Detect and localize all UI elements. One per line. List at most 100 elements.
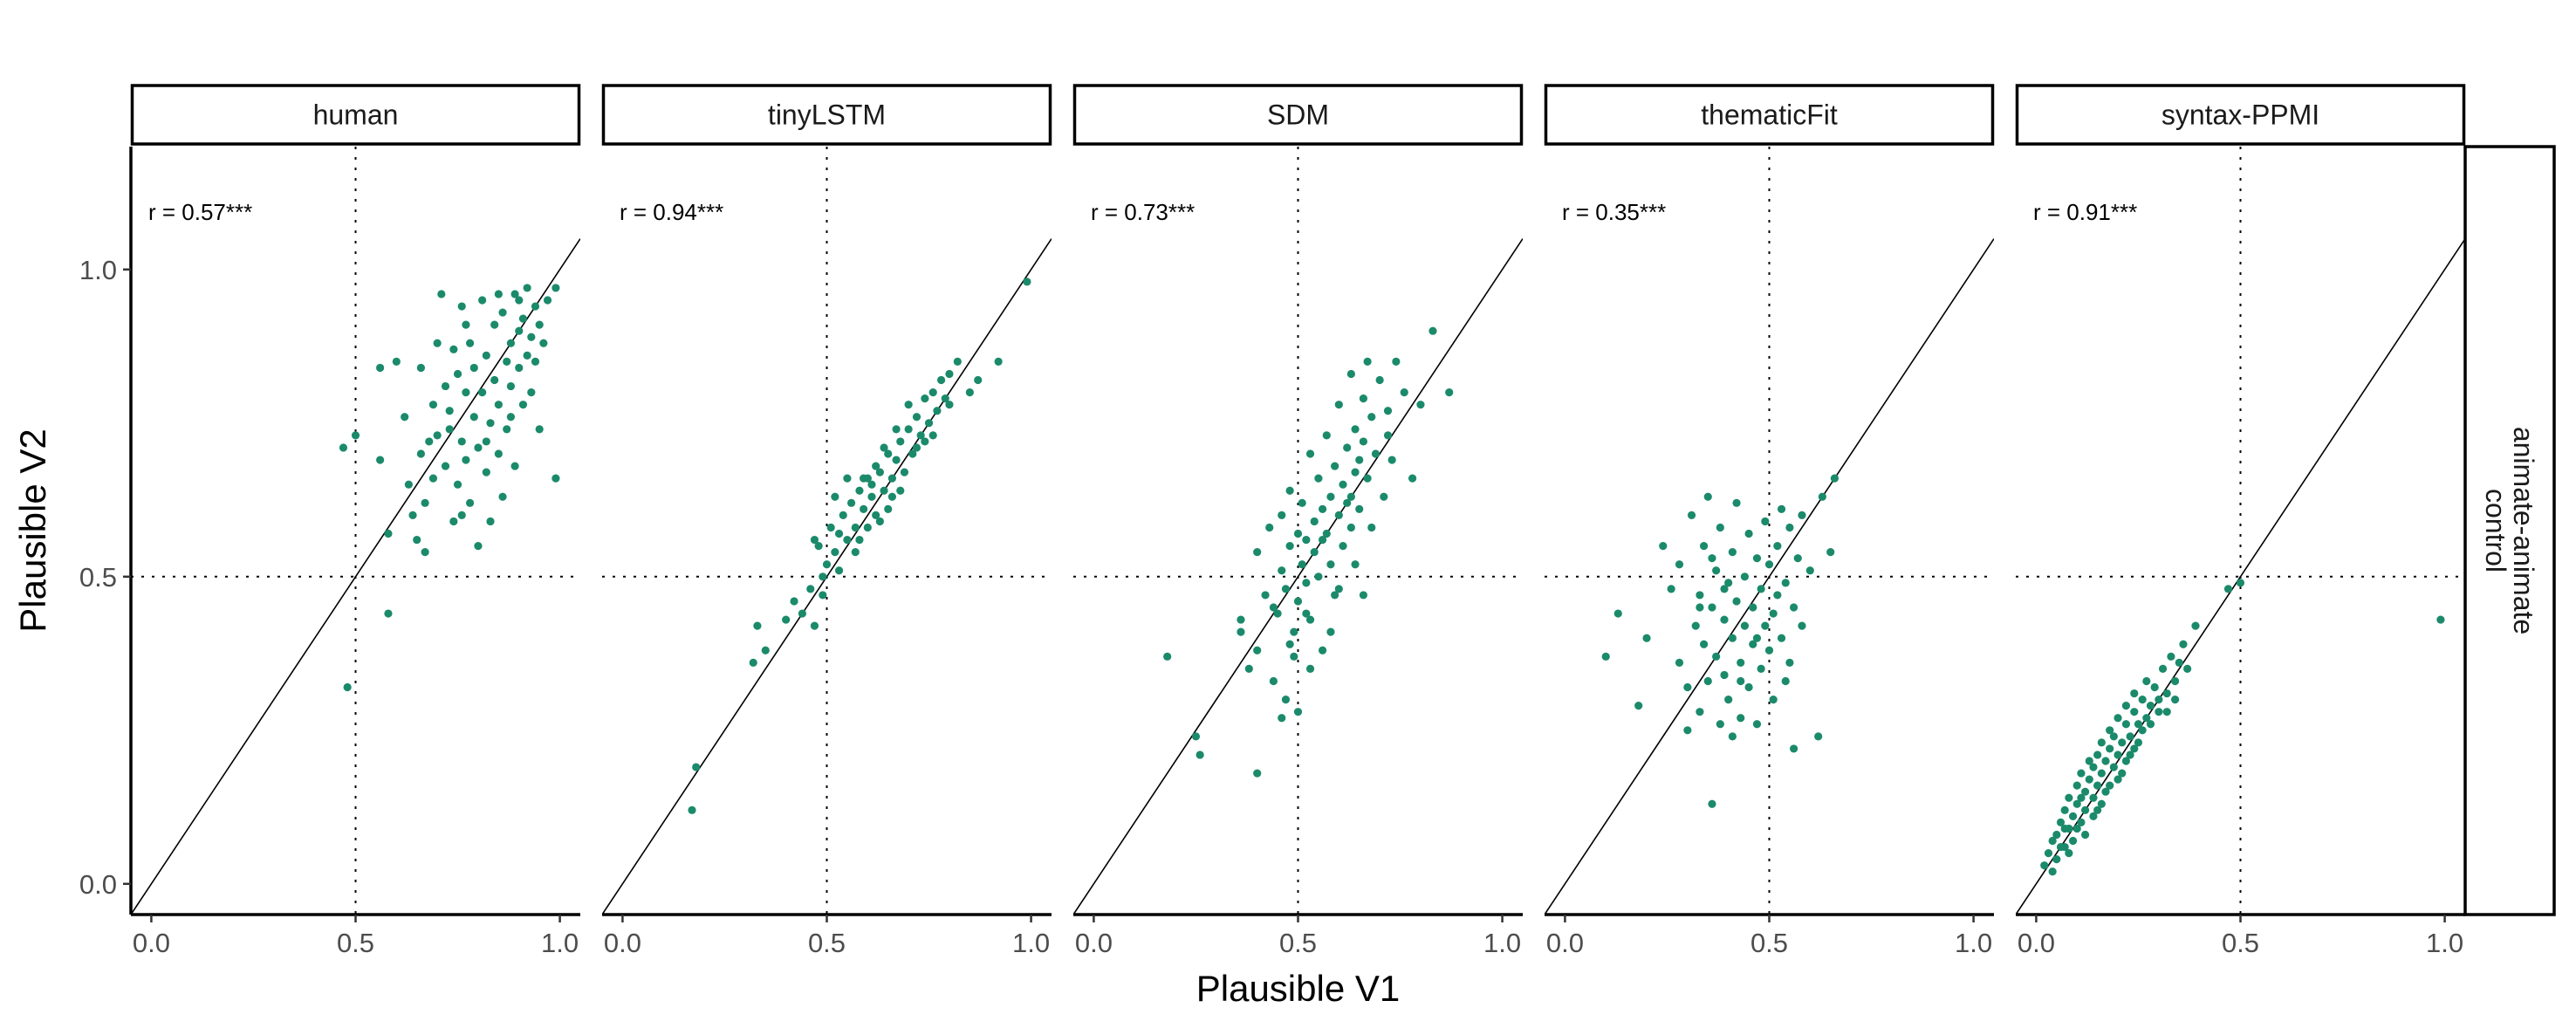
data-point <box>474 443 483 452</box>
data-point <box>1310 517 1319 526</box>
data-point <box>2138 696 2147 704</box>
data-point <box>2106 781 2114 790</box>
data-point <box>445 407 454 415</box>
data-point <box>1814 732 1823 741</box>
data-point <box>498 492 507 501</box>
data-point <box>904 425 913 434</box>
data-point <box>1716 720 1724 729</box>
data-point <box>413 535 421 545</box>
data-point <box>2134 720 2143 729</box>
data-point <box>1601 652 1610 661</box>
facet-strip-label: tinyLSTM <box>768 99 886 131</box>
data-point <box>408 511 417 520</box>
data-point <box>1789 744 1798 753</box>
data-point <box>433 339 442 347</box>
x-tick-label: 0.0 <box>133 928 170 958</box>
data-point <box>2097 799 2106 808</box>
data-point <box>2068 836 2078 846</box>
x-tick-label: 0.5 <box>1750 928 1788 958</box>
data-point <box>1278 511 1286 520</box>
data-point <box>1732 498 1741 507</box>
data-point <box>1367 413 1376 422</box>
data-point <box>1761 621 1770 630</box>
x-tick-label: 1.0 <box>1483 928 1521 958</box>
data-point <box>490 320 499 329</box>
row-strip <box>2463 145 2556 916</box>
data-point <box>1318 504 1327 513</box>
data-point <box>2072 799 2081 808</box>
data-point <box>1777 504 1786 513</box>
data-point <box>453 480 462 489</box>
data-point <box>1293 708 1303 716</box>
data-point <box>339 443 348 452</box>
data-point <box>2183 664 2192 674</box>
data-point <box>2077 818 2086 827</box>
data-point <box>2101 787 2110 796</box>
x-tick-label: 1.0 <box>1955 928 1992 958</box>
data-point <box>1290 627 1298 636</box>
data-point <box>1749 640 1757 648</box>
data-point <box>1310 548 1319 557</box>
data-point <box>462 388 470 397</box>
y-tick-label: 0.5 <box>79 562 117 593</box>
identity-line <box>131 238 580 915</box>
data-point <box>1281 696 1291 704</box>
x-tick-label: 0.5 <box>808 928 846 958</box>
x-tick-label: 0.5 <box>2222 928 2259 958</box>
data-point <box>1805 566 1814 575</box>
data-point <box>1237 627 1245 636</box>
data-point <box>1691 621 1700 630</box>
data-point <box>1781 579 1790 587</box>
data-point <box>482 351 490 360</box>
data-point <box>1322 431 1331 440</box>
data-point <box>498 308 507 317</box>
data-point <box>1744 529 1753 538</box>
data-point <box>1764 560 1774 569</box>
data-point <box>2080 830 2090 840</box>
data-point <box>1728 548 1737 557</box>
data-point <box>2146 702 2155 710</box>
data-point <box>2118 769 2127 778</box>
data-point <box>924 419 934 428</box>
data-point <box>2077 793 2086 802</box>
data-point <box>867 492 876 501</box>
data-point <box>1298 560 1306 569</box>
data-point <box>1305 615 1315 624</box>
data-point <box>351 431 360 440</box>
data-point <box>535 425 544 434</box>
data-point <box>872 511 880 520</box>
data-point <box>2106 744 2114 753</box>
data-point <box>552 284 560 292</box>
data-point <box>486 419 495 428</box>
data-point <box>1339 542 1347 551</box>
data-point <box>1285 542 1294 551</box>
data-point <box>1163 652 1172 661</box>
facet-strip-label: thematicFit <box>1701 99 1838 131</box>
data-point <box>1818 492 1826 501</box>
data-point <box>2101 757 2110 765</box>
data-point <box>1769 609 1778 618</box>
data-point <box>1305 664 1315 674</box>
data-point <box>1687 511 1696 520</box>
row-strip-label-line: control <box>2480 489 2511 572</box>
data-point <box>1634 702 1643 710</box>
data-point <box>2093 781 2102 790</box>
facet-strip-label: syntax-PPMI <box>2162 99 2319 131</box>
data-point <box>2080 787 2090 796</box>
data-point <box>2170 696 2180 704</box>
data-point <box>834 566 844 575</box>
facet-strip <box>1072 84 1524 146</box>
data-point <box>2130 708 2139 716</box>
data-point <box>2138 726 2147 735</box>
identity-line <box>602 238 1052 915</box>
data-point <box>1293 597 1303 606</box>
data-point <box>1764 646 1774 655</box>
data-point <box>921 437 929 446</box>
data-point <box>953 357 962 366</box>
data-point <box>2056 842 2066 852</box>
data-point <box>1346 369 1355 379</box>
data-point <box>1696 708 1704 716</box>
data-point <box>539 339 548 347</box>
data-point <box>1683 726 1692 735</box>
